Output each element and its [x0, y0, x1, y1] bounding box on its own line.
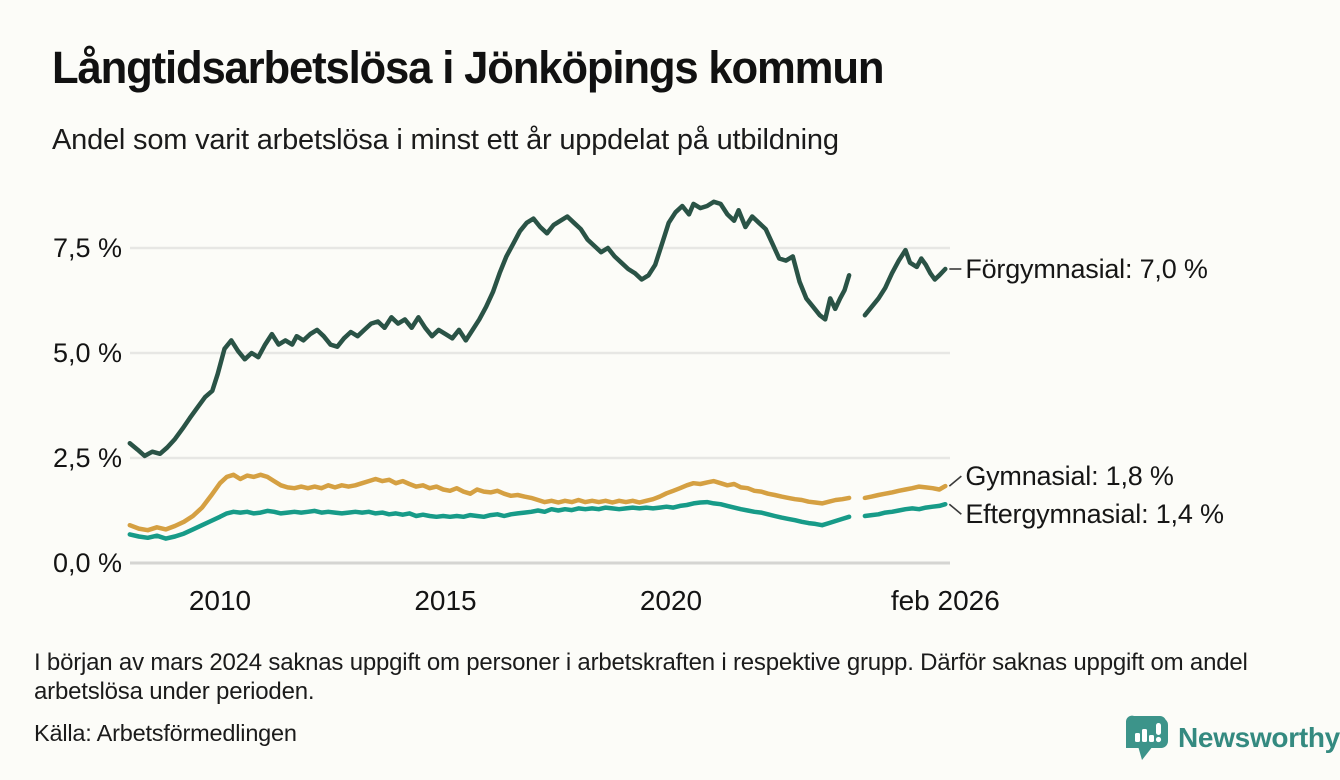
- series-line-eftergymnasial: [862, 501, 948, 519]
- label-leader-line: [948, 503, 962, 515]
- page-title: Långtidsarbetslösa i Jönköpings kommun: [52, 42, 884, 93]
- x-tick-label: feb 2026: [890, 585, 1000, 616]
- source-credit: Källa: Arbetsförmedlingen: [34, 720, 297, 746]
- series-line-förgymnasial: [862, 247, 948, 318]
- y-tick-label: 7,5 %: [52, 233, 122, 263]
- footnote: I början av mars 2024 saknas uppgift om …: [34, 649, 1248, 705]
- y-tick-label: 0,0 %: [52, 548, 122, 578]
- y-tick-label: 5,0 %: [52, 338, 122, 368]
- series-line-gymnasial: [127, 472, 852, 533]
- label-leader-line: [948, 475, 962, 487]
- newsworthy-logo-text: Newsworthy: [1178, 722, 1340, 753]
- series-line-eftergymnasial: [127, 499, 852, 541]
- series-line-gymnasial: [862, 483, 948, 501]
- newsworthy-logo[interactable]: Newsworthy: [1126, 714, 1340, 762]
- x-tick-label: 2010: [188, 585, 252, 616]
- x-tick-label: 2020: [639, 585, 703, 616]
- x-tick-label: 2015: [414, 585, 477, 616]
- series-label-eftergymnasial: Eftergymnasial: 1,4 %: [965, 499, 1224, 530]
- series-line-förgymnasial: [127, 199, 852, 459]
- y-tick-label: 2,5 %: [52, 443, 122, 473]
- page-subtitle: Andel som varit arbetslösa i minst ett å…: [52, 124, 839, 156]
- series-label-förgymnasial: Förgymnasial: 7,0 %: [965, 254, 1208, 284]
- series-label-gymnasial: Gymnasial: 1,8 %: [965, 461, 1174, 492]
- newsworthy-bubble-barchart-icon: [1126, 715, 1168, 760]
